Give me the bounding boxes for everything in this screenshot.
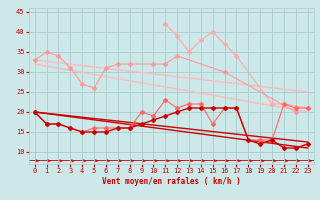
X-axis label: Vent moyen/en rafales ( km/h ): Vent moyen/en rafales ( km/h ) [102,177,241,186]
